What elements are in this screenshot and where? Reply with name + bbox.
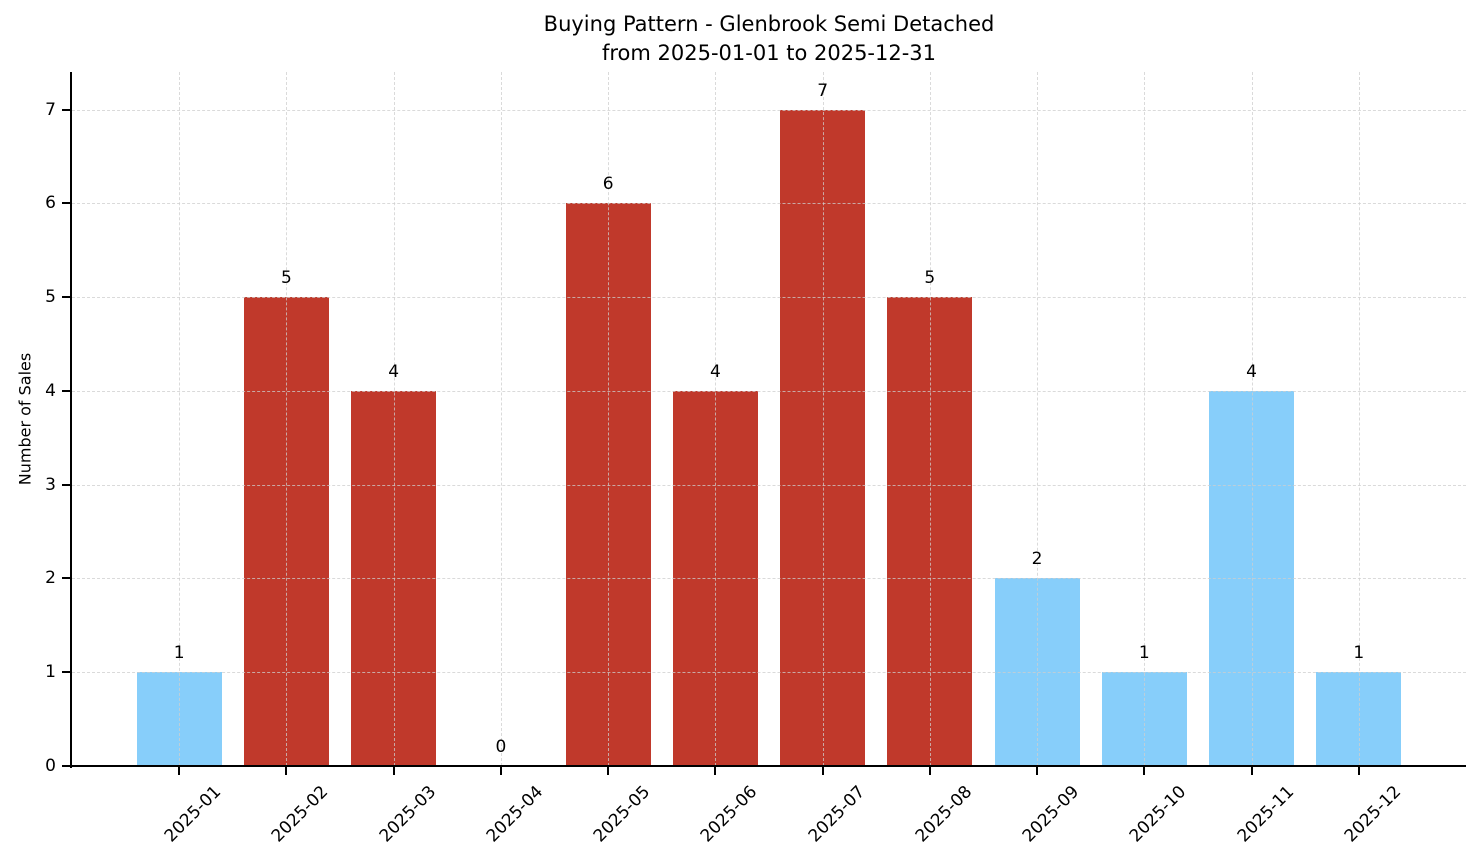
y-tick-label: 7 <box>45 99 56 120</box>
gridline-x-2025-07 <box>822 72 824 766</box>
y-tick-label: 5 <box>45 287 56 308</box>
x-tick-mark <box>1143 767 1146 775</box>
gridline-y-4 <box>72 390 1466 392</box>
y-tick-mark <box>62 577 70 580</box>
y-tick-label: 0 <box>45 756 56 776</box>
x-tick-mark <box>392 767 395 775</box>
bar-value-label: 4 <box>709 361 721 382</box>
gridline-x-2025-06 <box>715 72 717 766</box>
x-tick-label: 2025-08 <box>911 782 977 847</box>
y-tick-mark <box>62 671 70 674</box>
bar-value-label: 1 <box>173 643 185 664</box>
x-tick-mark <box>714 767 717 775</box>
chart-title: Buying Pattern - Glenbrook Semi Detached <box>543 12 995 36</box>
x-tick-label: 2025-09 <box>1018 782 1084 847</box>
x-tick-mark <box>928 767 931 775</box>
x-tick-label: 2025-06 <box>697 782 762 847</box>
y-tick-mark <box>62 483 70 486</box>
gridline-x-2025-09 <box>1037 72 1039 766</box>
bar-value-label: 6 <box>602 174 614 195</box>
y-tick-label: 4 <box>45 380 56 401</box>
y-axis-spine <box>70 72 72 768</box>
bar-value-label: 2 <box>1031 549 1043 570</box>
chart-subtitle: from 2025-01-01 to 2025-12-31 <box>601 41 937 65</box>
x-tick-label: 2025-07 <box>804 782 869 847</box>
y-axis-label: Number of Sales <box>15 352 35 486</box>
y-tick-label: 1 <box>45 662 56 683</box>
bar-value-label: 5 <box>281 268 292 289</box>
y-tick-label: 6 <box>45 193 56 214</box>
gridline-x-2025-11 <box>1251 72 1253 766</box>
x-tick-mark <box>821 767 824 775</box>
x-tick-label: 2025-02 <box>268 782 333 847</box>
bar-value-label: 4 <box>1246 361 1257 382</box>
bar-value-label: 1 <box>1353 643 1365 664</box>
x-tick-label: 2025-12 <box>1340 782 1405 847</box>
gridline-y-6 <box>72 203 1466 205</box>
x-tick-mark <box>607 767 610 775</box>
gridline-x-2025-04 <box>500 72 502 766</box>
bar-value-label: 7 <box>817 80 829 101</box>
chart-title-block: Buying Pattern - Glenbrook Semi Detached… <box>72 10 1466 68</box>
bar-value-label: 4 <box>388 361 400 382</box>
bar-value-label: 5 <box>924 268 936 289</box>
x-tick-label: 2025-05 <box>589 782 655 847</box>
x-tick-label: 2025-03 <box>375 782 440 847</box>
gridline-x-2025-03 <box>393 72 395 766</box>
gridline-x-2025-01 <box>179 72 181 766</box>
gridline-x-2025-08 <box>929 72 931 766</box>
x-tick-label: 2025-04 <box>482 782 548 847</box>
gridline-x-2025-12 <box>1358 72 1360 766</box>
gridline-y-1 <box>72 672 1466 674</box>
x-tick-mark <box>1357 767 1360 775</box>
y-tick-label: 3 <box>45 474 56 495</box>
gridline-x-2025-10 <box>1144 72 1146 766</box>
x-tick-mark <box>178 767 181 775</box>
y-tick-label: 2 <box>45 568 56 589</box>
y-tick-mark <box>62 296 70 299</box>
gridline-y-5 <box>72 297 1466 299</box>
x-tick-label: 2025-01 <box>161 782 226 847</box>
y-tick-mark <box>62 202 70 205</box>
gridline-y-3 <box>72 484 1466 486</box>
gridline-y-7 <box>72 109 1466 111</box>
bar-value-label: 0 <box>495 737 507 757</box>
x-tick-label: 2025-11 <box>1233 782 1298 847</box>
gridline-x-2025-05 <box>608 72 610 766</box>
x-tick-mark <box>1250 767 1253 775</box>
bar-value-label: 1 <box>1138 643 1150 664</box>
y-tick-mark <box>62 765 70 767</box>
x-tick-mark <box>499 767 502 775</box>
x-tick-label: 2025-10 <box>1126 782 1191 847</box>
y-tick-mark <box>62 108 70 111</box>
gridline-y-2 <box>72 578 1466 580</box>
x-tick-mark <box>1036 767 1039 775</box>
y-tick-mark <box>62 389 70 392</box>
gridline-x-2025-02 <box>286 72 288 766</box>
x-tick-mark <box>285 767 288 775</box>
x-axis-spine <box>70 765 1466 767</box>
